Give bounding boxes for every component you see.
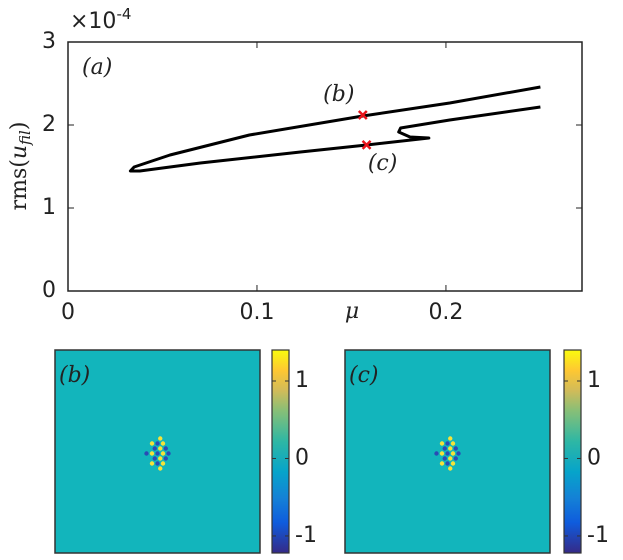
exponent-power: -4 <box>116 5 131 23</box>
pattern-spot <box>149 461 155 466</box>
y-exponent: ×10-4 <box>70 5 131 35</box>
pattern-spot <box>450 461 456 466</box>
ylabel-part: fil <box>16 130 34 146</box>
axes-box <box>67 41 583 292</box>
y-axis-label: rms(ufil) <box>7 122 34 211</box>
colorbar-tick-label: 0 <box>295 445 309 470</box>
x-tick-label: 0.2 <box>428 300 463 325</box>
pattern-spot <box>160 441 166 446</box>
pattern-spot <box>439 441 445 446</box>
pattern-spot <box>149 451 155 456</box>
pattern-spot <box>163 456 168 461</box>
pattern-spot <box>158 446 163 451</box>
ylabel-part: ) <box>7 122 32 131</box>
pattern-spot <box>445 451 450 456</box>
pattern-spot <box>166 451 171 456</box>
x-tick-label: 0.1 <box>239 300 274 325</box>
pattern-spot <box>448 466 453 471</box>
y-tick-label: 1 <box>42 195 56 220</box>
colorbar-tick-label: 1 <box>587 368 601 393</box>
pattern-spot <box>442 446 447 451</box>
pattern-spot <box>149 441 155 446</box>
pattern-spot <box>155 441 160 446</box>
exponent-base: ×10 <box>70 9 116 34</box>
colorbar-tick-label: 0 <box>587 445 601 470</box>
pattern-spot <box>160 451 166 456</box>
pattern-spot <box>434 451 439 456</box>
pattern-spot <box>158 456 163 461</box>
y-tick-label: 2 <box>42 112 56 137</box>
pattern-spot <box>439 451 445 456</box>
pattern-spot <box>445 461 450 466</box>
colorbar-tick-label: -1 <box>295 523 317 548</box>
pattern-spot <box>445 441 450 446</box>
curve <box>128 85 541 173</box>
x-tick-label: 0 <box>61 300 75 325</box>
panel-label: (c) <box>349 363 379 388</box>
colorbar <box>563 349 582 554</box>
pattern-spot <box>163 446 168 451</box>
pattern-spot <box>453 456 458 461</box>
pattern-spot <box>448 446 453 451</box>
pattern-spot <box>160 461 166 466</box>
marker-label: (b) <box>323 82 354 107</box>
pattern-spot <box>450 451 456 456</box>
pattern-spot <box>152 456 157 461</box>
colorbar-tick-label: -1 <box>587 523 609 548</box>
pattern-spot <box>456 451 461 456</box>
ylabel-part: rms( <box>7 159 32 210</box>
y-tick-label: 3 <box>42 29 56 54</box>
pattern-spot <box>450 441 456 446</box>
panel-label: (a) <box>82 55 112 80</box>
pattern-spot <box>158 436 163 441</box>
pattern-spot <box>448 456 453 461</box>
pattern-spot <box>439 461 445 466</box>
pattern-spot <box>448 436 453 441</box>
x-axis-label: μ <box>345 299 359 324</box>
pattern-spot <box>453 446 458 451</box>
marker <box>357 110 368 120</box>
marker <box>361 140 372 150</box>
pattern-spot <box>155 461 160 466</box>
y-tick-label: 0 <box>42 278 56 303</box>
pattern-spot <box>144 451 149 456</box>
pattern-spot <box>442 456 447 461</box>
pattern-spot <box>155 451 160 456</box>
panel-label: (b) <box>59 363 90 388</box>
ylabel-part: u <box>7 145 32 159</box>
colorbar <box>271 349 290 554</box>
colorbar-tick-label: 1 <box>295 368 309 393</box>
pattern-spot <box>158 466 163 471</box>
pattern-spot <box>152 446 157 451</box>
marker-label: (c) <box>368 151 398 176</box>
